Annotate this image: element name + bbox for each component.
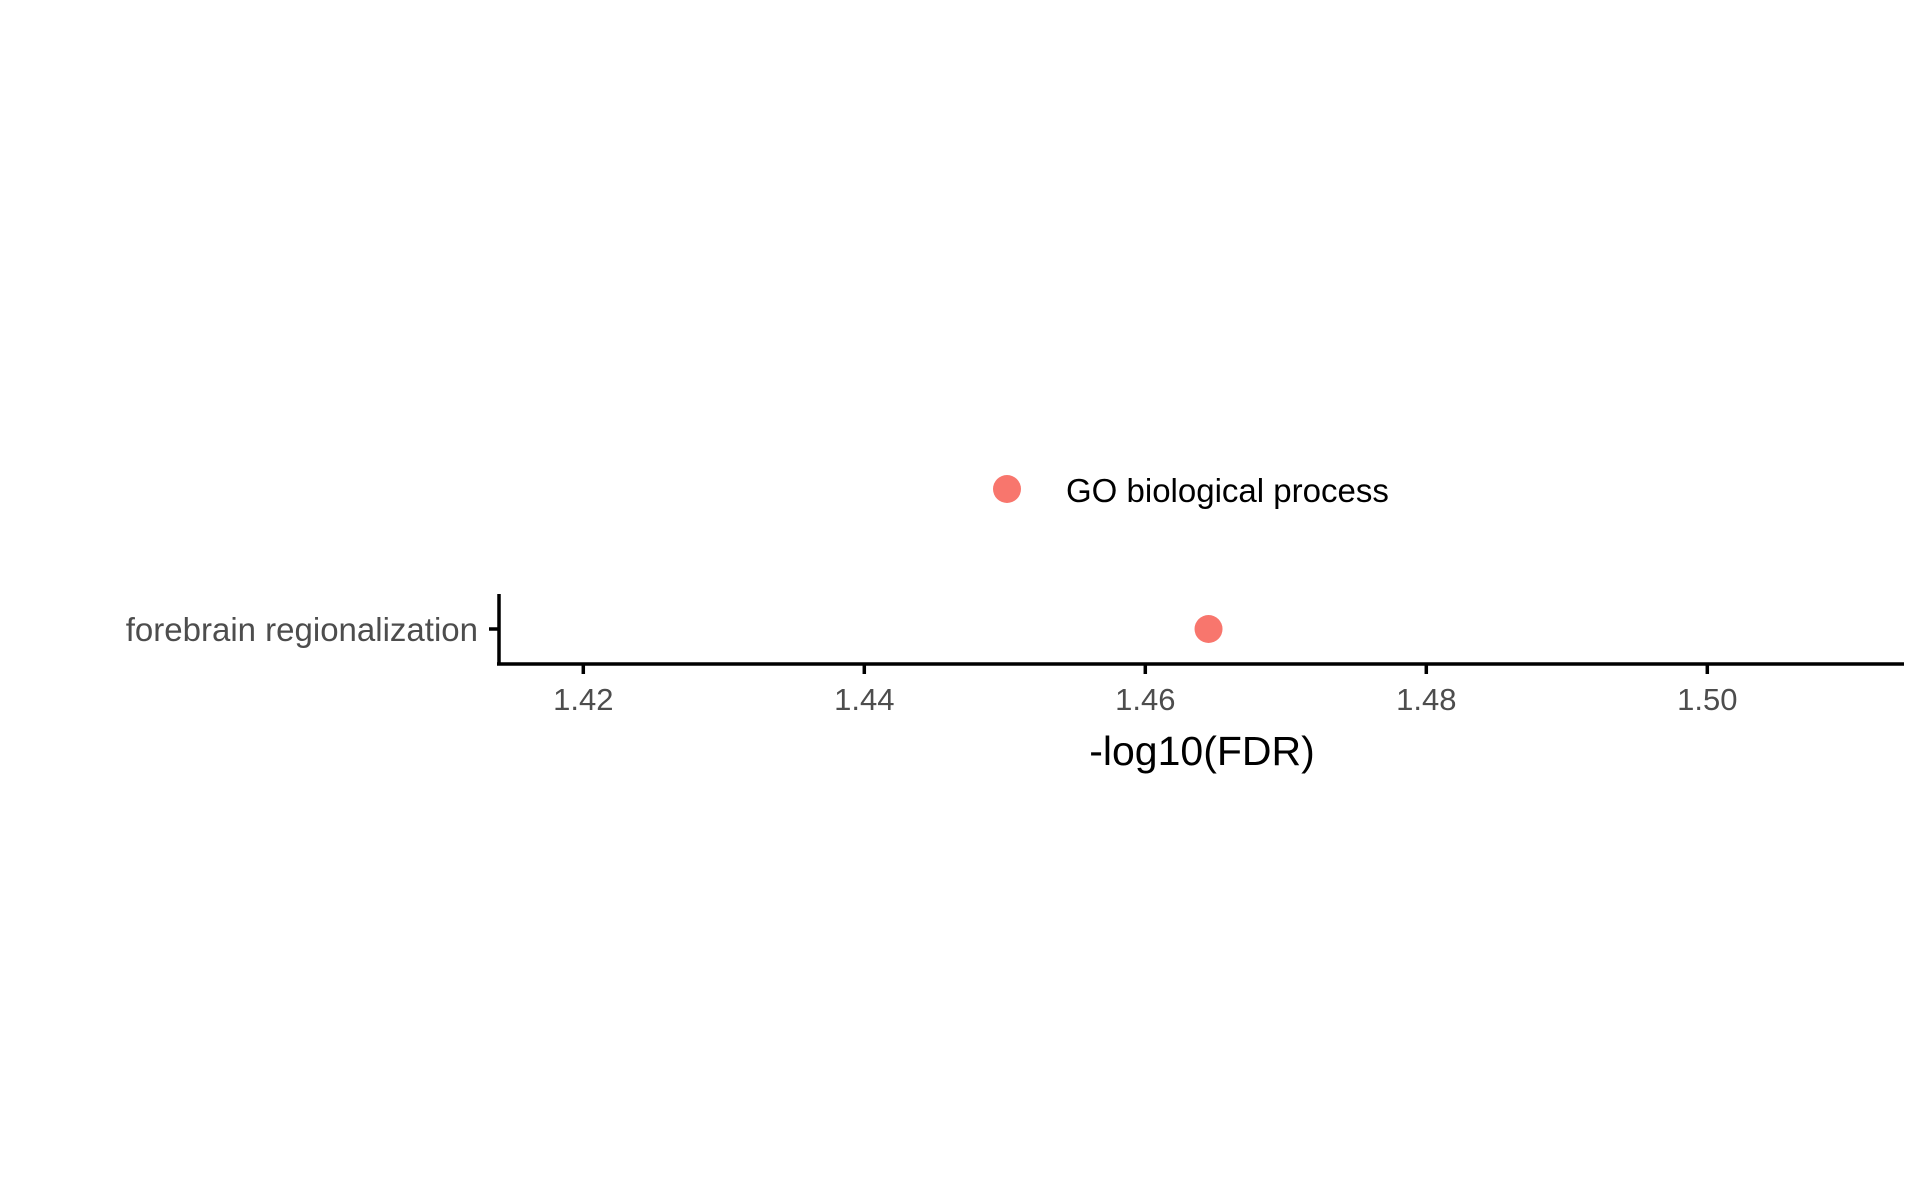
x-tick-label: 1.46 <box>1115 682 1175 717</box>
y-tick-label: forebrain regionalization <box>126 611 478 648</box>
x-axis-title: -log10(FDR) <box>1089 728 1315 774</box>
x-tick-label: 1.50 <box>1677 682 1737 717</box>
legend: GO biological process <box>993 472 1389 509</box>
legend-key-go-biological-process <box>993 475 1021 503</box>
data-points <box>1194 615 1223 643</box>
x-tick-label: 1.44 <box>834 682 894 717</box>
x-axis-ticks: 1.42 1.44 1.46 1.48 1.50 <box>553 664 1737 717</box>
y-axis-ticks: forebrain regionalization <box>126 611 499 648</box>
x-tick-label: 1.42 <box>553 682 613 717</box>
legend-label-go-biological-process: GO biological process <box>1066 472 1389 509</box>
x-tick-label: 1.48 <box>1396 682 1456 717</box>
data-point <box>1194 615 1223 643</box>
